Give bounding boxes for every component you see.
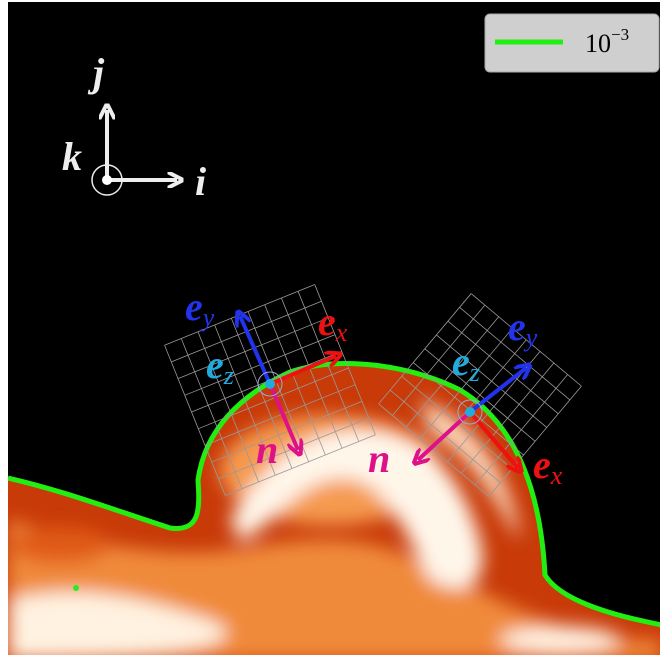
legend-label: 10−3 <box>585 25 629 58</box>
basis-label: ex <box>533 442 563 490</box>
contour-field <box>8 361 660 655</box>
grid-line <box>264 304 326 456</box>
grid-line <box>314 284 376 435</box>
grid-line <box>198 367 349 430</box>
grid-line <box>459 307 571 401</box>
grid-line <box>225 434 376 496</box>
grid-line <box>214 324 276 476</box>
grid-line <box>204 384 356 446</box>
grid-line <box>211 401 363 463</box>
grid-line <box>230 318 293 469</box>
grid-line <box>447 320 559 415</box>
basis-label: ey <box>508 304 538 352</box>
grid-line <box>378 293 472 405</box>
axis-label: i <box>195 159 206 204</box>
grid-line <box>378 403 490 497</box>
frame-right: ey ex ez n <box>368 304 563 490</box>
basis-label: ez <box>452 339 480 387</box>
basis-label: ey <box>185 284 215 332</box>
grid-line <box>197 331 259 483</box>
grid-line <box>281 297 343 449</box>
legend: 10−3 <box>484 13 660 73</box>
normal-label: n <box>368 436 390 481</box>
normal-label: n <box>256 427 278 472</box>
grid-line <box>180 338 243 489</box>
grid-line <box>470 293 582 387</box>
grid-line <box>436 334 547 428</box>
basis-label: ex <box>318 299 348 347</box>
axis-label: k <box>62 134 82 179</box>
basis-label: ez <box>206 342 234 390</box>
grid-line <box>247 311 310 462</box>
grid-line <box>488 385 582 497</box>
frame-left: ey ex ez n <box>185 284 348 472</box>
grid-line <box>164 345 226 496</box>
grid-line <box>424 348 536 442</box>
